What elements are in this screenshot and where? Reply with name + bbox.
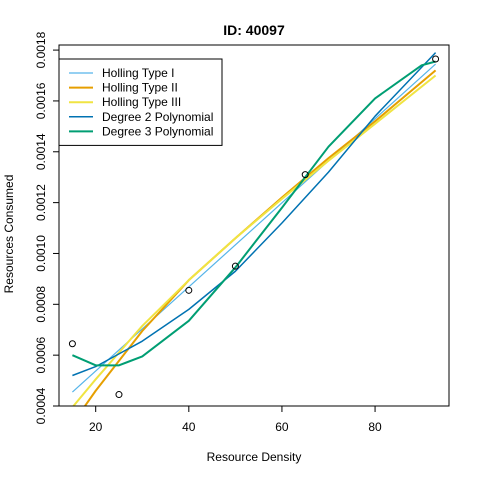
y-tick-label: 0.0016 xyxy=(34,82,48,119)
y-tick-label: 0.0018 xyxy=(34,31,48,68)
data-point xyxy=(185,286,193,294)
y-tick-label: 0.0014 xyxy=(34,133,48,170)
chart-title: ID: 40097 xyxy=(223,22,285,38)
x-tick-label: 80 xyxy=(368,420,382,434)
legend-label: Holling Type III xyxy=(102,95,181,109)
x-axis-label: Resource Density xyxy=(207,450,302,464)
legend-label: Degree 3 Polynomial xyxy=(102,124,213,138)
series-line-2 xyxy=(72,74,437,406)
data-point xyxy=(231,262,239,270)
legend-label: Holling Type I xyxy=(102,66,175,80)
y-axis: 0.0004 0.0006 0.0008 0.0010 0.0012 0.0014 0.00… xyxy=(34,31,60,424)
y-tick-label: 0.0012 xyxy=(34,184,48,221)
legend-label: Holling Type II xyxy=(102,81,178,95)
y-tick-label: 0.0010 xyxy=(34,235,48,272)
data-point xyxy=(68,340,76,348)
y-axis-label: Resources Consumed xyxy=(2,175,16,294)
plot-area xyxy=(68,52,440,406)
series-line-4 xyxy=(72,60,436,367)
data-point xyxy=(301,171,309,179)
legend-label: Degree 2 Polynomial xyxy=(102,110,213,124)
x-axis: 20 40 60 80 xyxy=(89,405,382,434)
series-line-3 xyxy=(72,52,437,377)
data-point xyxy=(432,55,440,63)
y-tick-label: 0.0006 xyxy=(34,336,48,373)
x-tick-label: 40 xyxy=(182,420,196,434)
y-tick-label: 0.0008 xyxy=(34,286,48,323)
x-tick-label: 20 xyxy=(89,420,103,434)
x-tick-label: 60 xyxy=(275,420,289,434)
y-tick-label: 0.0004 xyxy=(34,387,48,424)
data-point xyxy=(115,391,123,399)
